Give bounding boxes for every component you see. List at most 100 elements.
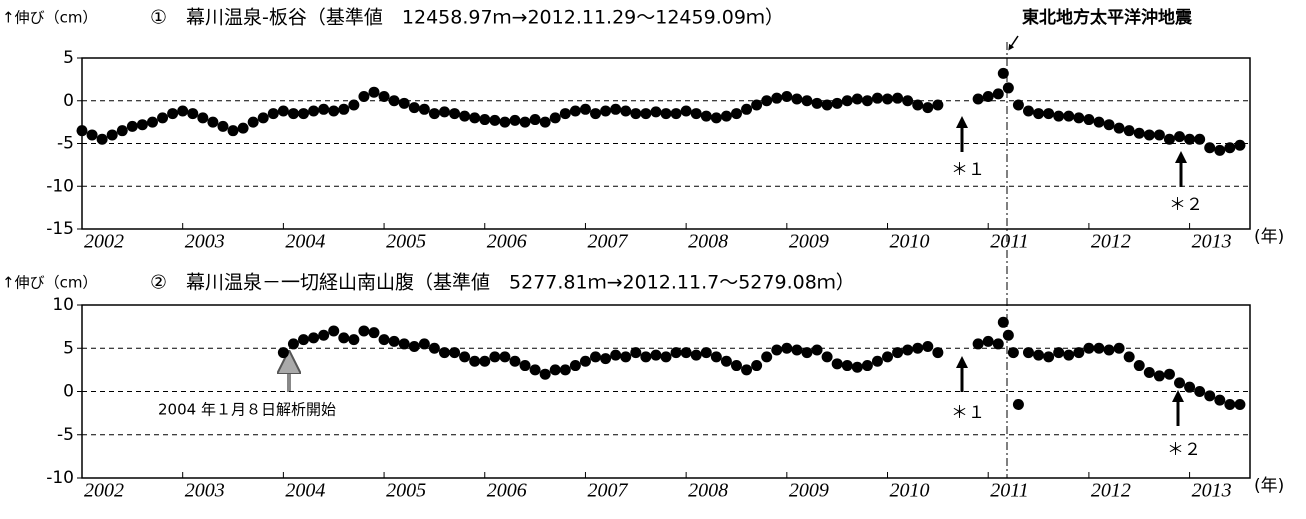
data-point xyxy=(811,344,823,356)
data-point xyxy=(1123,125,1135,137)
data-point xyxy=(559,364,571,376)
y-tick-label: -5 xyxy=(57,134,74,154)
data-point xyxy=(1043,108,1055,120)
data-point xyxy=(730,360,742,372)
data-point xyxy=(902,95,914,107)
data-point xyxy=(1204,142,1216,154)
data-point xyxy=(1073,347,1085,359)
plot-frame xyxy=(81,57,1251,230)
data-point xyxy=(569,105,581,117)
data-point xyxy=(1053,110,1065,122)
data-point xyxy=(761,95,773,107)
data-point xyxy=(1184,381,1196,393)
data-point xyxy=(529,114,541,126)
data-point xyxy=(791,93,803,105)
x-tick-label: 2013 xyxy=(1192,231,1232,253)
data-point xyxy=(277,347,289,359)
data-point xyxy=(660,108,672,120)
data-point xyxy=(418,338,430,350)
data-point xyxy=(761,351,773,363)
data-point xyxy=(660,351,672,363)
data-point xyxy=(821,99,833,111)
x-tick-label: 2010 xyxy=(890,231,930,253)
data-point xyxy=(710,351,722,363)
data-point xyxy=(892,347,904,359)
data-point xyxy=(992,338,1004,350)
data-point xyxy=(690,349,702,361)
data-point xyxy=(569,360,581,372)
data-point xyxy=(579,103,591,115)
data-point xyxy=(922,102,934,114)
data-point xyxy=(1163,368,1175,380)
y-tick-label: 0 xyxy=(63,91,74,111)
data-point xyxy=(932,99,944,111)
annotation: ＊１ xyxy=(951,160,985,180)
data-point xyxy=(630,108,642,120)
data-point xyxy=(861,95,873,107)
data-point xyxy=(871,355,883,367)
data-point xyxy=(549,364,561,376)
data-point xyxy=(982,335,994,347)
data-point xyxy=(459,110,471,122)
data-point xyxy=(479,114,491,126)
x-axis-label: (年) xyxy=(1254,476,1284,496)
data-point xyxy=(579,355,591,367)
data-point xyxy=(620,105,632,117)
x-tick-label: 2005 xyxy=(386,480,426,502)
data-point xyxy=(690,108,702,120)
data-point xyxy=(982,90,994,102)
data-point xyxy=(197,112,209,124)
y-tick-label: -10 xyxy=(46,176,74,196)
data-point xyxy=(600,353,612,365)
data-point xyxy=(96,133,108,145)
data-point xyxy=(882,93,894,105)
data-point xyxy=(1022,347,1034,359)
data-point xyxy=(549,112,561,124)
data-point xyxy=(1103,344,1115,356)
data-point xyxy=(76,125,88,137)
data-point xyxy=(438,106,450,118)
data-point xyxy=(781,342,793,354)
x-axis-label: (年) xyxy=(1254,227,1284,247)
data-point xyxy=(449,108,461,120)
annotation: 2004 年１月８日解析開始 xyxy=(158,401,336,419)
data-point xyxy=(1043,351,1055,363)
data-point xyxy=(741,364,753,376)
data-point xyxy=(1093,116,1105,128)
x-tick-label: 2010 xyxy=(890,480,930,502)
data-point xyxy=(348,334,360,346)
data-point xyxy=(388,335,400,347)
data-point xyxy=(529,364,541,376)
x-tick-label: 2009 xyxy=(789,231,829,253)
x-tick-label: 2007 xyxy=(587,231,628,253)
data-point xyxy=(1133,360,1145,372)
data-point xyxy=(267,108,279,120)
data-point xyxy=(972,338,984,350)
data-point xyxy=(1033,108,1045,120)
data-point xyxy=(479,355,491,367)
data-point xyxy=(1063,349,1075,361)
data-point xyxy=(801,95,813,107)
data-point xyxy=(700,110,712,122)
annotation: ＊２ xyxy=(1167,440,1201,460)
data-point xyxy=(1002,82,1014,94)
data-point xyxy=(398,97,410,109)
data-point xyxy=(992,88,1004,100)
data-point xyxy=(519,360,531,372)
x-tick-label: 2009 xyxy=(789,480,829,502)
data-point xyxy=(469,355,481,367)
y-tick-label: -10 xyxy=(46,468,74,488)
data-point xyxy=(207,116,219,128)
data-point xyxy=(801,347,813,359)
data-point xyxy=(287,338,299,350)
data-point xyxy=(287,108,299,120)
data-point xyxy=(126,120,138,132)
data-point xyxy=(217,120,229,132)
data-point xyxy=(408,102,420,114)
annotation: 東北地方太平洋沖地震 xyxy=(1022,7,1193,28)
data-point xyxy=(1174,377,1186,389)
y-axis-label: ↑伸び（cm） xyxy=(2,274,97,292)
data-point xyxy=(831,358,843,370)
data-point xyxy=(640,351,652,363)
